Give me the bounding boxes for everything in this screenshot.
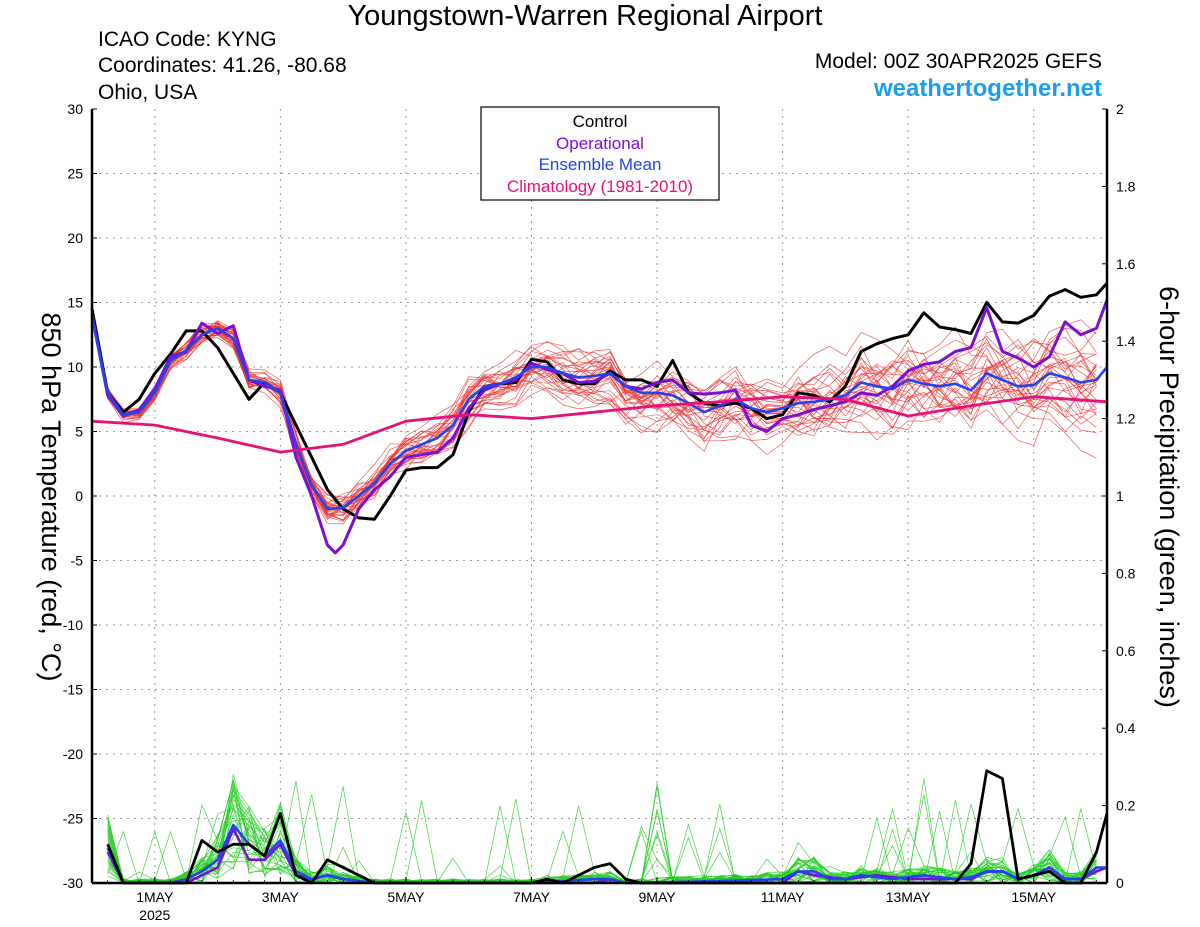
- temperature-member-line: [91, 316, 1097, 499]
- y-tick-left: 25: [67, 166, 83, 182]
- region: Ohio, USA: [98, 81, 198, 104]
- legend-operational: Operational: [556, 134, 644, 153]
- temperature-member-line: [91, 312, 1097, 522]
- temperature-member-line: [91, 313, 1097, 521]
- y-tick-right: 1.8: [1116, 178, 1136, 194]
- temperature-member-line: [91, 317, 1097, 521]
- y-tick-left: 15: [67, 295, 83, 311]
- y-tick-right: 1.6: [1116, 256, 1136, 272]
- y-tick-left: -15: [63, 682, 83, 698]
- y-tick-right: 0.6: [1116, 643, 1136, 659]
- x-tick-label: 9MAY: [639, 889, 677, 905]
- chart-title: Youngstown-Warren Regional Airport: [347, 0, 823, 32]
- legend-ensemble-mean: Ensemble Mean: [539, 155, 662, 174]
- y-tick-left: 20: [67, 230, 83, 246]
- site-link[interactable]: weathertogether.net: [873, 75, 1102, 102]
- temperature-member-line: [91, 314, 1097, 520]
- temperature-member-line: [91, 318, 1097, 516]
- precip-member-line: [107, 800, 1097, 884]
- temperature-member-line: [91, 312, 1097, 516]
- temperature-member-line: [91, 317, 1097, 512]
- temperature-member-line: [91, 315, 1097, 504]
- temperature-series-control: [90, 282, 1109, 521]
- temperature-series-mean: [90, 315, 1109, 511]
- precip-series-control: [106, 769, 1109, 885]
- y-tick-left: -20: [63, 746, 83, 762]
- y-tick-left: 30: [67, 101, 83, 117]
- model-run: Model: 00Z 30APR2025 GEFS: [814, 50, 1102, 73]
- temperature-member-line: [91, 313, 1097, 515]
- temperature-member-line: [91, 317, 1097, 516]
- temperature-member-line: [91, 313, 1097, 504]
- legend-climatology: Climatology (1981-2010): [507, 177, 693, 196]
- right-axis-label: 6-hour Precipitation (green, inches): [1154, 286, 1184, 708]
- y-tick-left: -5: [71, 553, 84, 569]
- legend: Control Operational Ensemble Mean Climat…: [480, 106, 720, 201]
- y-tick-left: -25: [63, 811, 83, 827]
- y-tick-right: 1.4: [1116, 333, 1136, 349]
- x-tick-sublabel: 2025: [139, 907, 170, 923]
- icao-code: ICAO Code: KYNG: [98, 28, 277, 51]
- coordinates: Coordinates: 41.26, -80.68: [98, 54, 347, 77]
- y-tick-right: 1.2: [1116, 411, 1136, 427]
- x-tick-label: 7MAY: [513, 889, 551, 905]
- temperature-member-line: [91, 315, 1097, 517]
- x-tick-label: 5MAY: [387, 889, 425, 905]
- legend-control: Control: [573, 112, 628, 131]
- axes: 302520151050-5-10-15-20-25-3021.81.61.41…: [63, 101, 1136, 923]
- temperature-series-climatology: [91, 395, 1108, 454]
- temperature-member-line: [91, 314, 1097, 519]
- y-tick-right: 0.2: [1116, 798, 1136, 814]
- x-tick-label: 15MAY: [1011, 889, 1057, 905]
- left-axis-label: 850 hPa Temperature (red, °C): [36, 313, 66, 682]
- x-tick-label: 3MAY: [262, 889, 300, 905]
- temperature-series-operational: [90, 299, 1109, 555]
- precip-member-line: [107, 819, 1097, 884]
- x-tick-label: 13MAY: [886, 889, 932, 905]
- y-tick-left: 10: [67, 359, 83, 375]
- temperature-member-line: [91, 317, 1097, 518]
- y-tick-right: 1: [1116, 488, 1124, 504]
- y-tick-right: 0.4: [1116, 720, 1136, 736]
- ensemble-members: [91, 312, 1097, 884]
- grid-lines: [92, 109, 1107, 883]
- precip-member-line: [107, 788, 1097, 884]
- y-tick-left: 0: [75, 488, 83, 504]
- y-tick-right: 2: [1116, 101, 1124, 117]
- x-tick-label: 1MAY: [136, 889, 174, 905]
- x-tick-label: 11MAY: [761, 889, 805, 905]
- temperature-member-line: [91, 315, 1097, 525]
- legend-box: [480, 106, 720, 201]
- y-tick-left: 5: [75, 424, 83, 440]
- temperature-member-line: [91, 316, 1097, 521]
- y-tick-left: -30: [63, 875, 83, 891]
- y-tick-right: 0: [1116, 875, 1124, 891]
- y-tick-right: 0.8: [1116, 565, 1136, 581]
- y-tick-left: -10: [63, 617, 83, 633]
